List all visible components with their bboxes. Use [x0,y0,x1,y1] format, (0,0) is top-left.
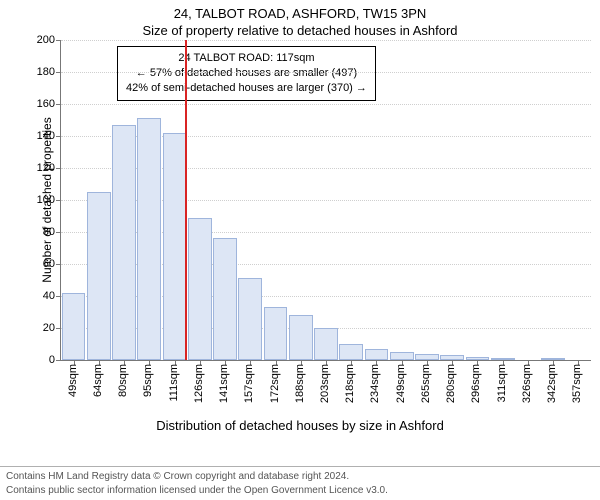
x-tick-label: 80sqm [117,364,129,397]
x-tick-label: 326sqm [521,364,533,403]
y-tick-label: 160 [37,98,61,110]
plot-area: Number of detached properties 24 TALBOT … [60,40,591,361]
x-tick-label: 234sqm [369,364,381,403]
footer: Contains HM Land Registry data © Crown c… [0,466,600,500]
x-tick-label: 249sqm [395,364,407,403]
histogram-bar [137,118,161,360]
page-subtitle: Size of property relative to detached ho… [0,21,600,38]
x-tick-label: 111sqm [168,364,180,402]
footer-line: Contains HM Land Registry data © Crown c… [6,470,594,484]
annotation-line: ← 57% of detached houses are smaller (49… [126,66,367,81]
grid-line [61,40,591,41]
histogram-bar [365,349,389,360]
x-tick-label: 265sqm [420,364,432,403]
x-tick-label: 49sqm [67,364,79,397]
x-tick-label: 126sqm [193,364,205,403]
x-tick-label: 95sqm [142,364,154,397]
y-tick-label: 20 [43,322,61,334]
histogram-bar [62,293,86,360]
x-tick-label: 157sqm [243,364,255,403]
histogram-bar [390,352,414,360]
grid-line [61,72,591,73]
x-tick-label: 141sqm [218,364,230,403]
x-tick-label: 296sqm [470,364,482,403]
histogram-bar [87,192,111,360]
annotation-line: 42% of semi-detached houses are larger (… [126,81,367,96]
y-tick-label: 200 [37,34,61,46]
x-tick-label: 64sqm [92,364,104,397]
x-tick-label: 357sqm [571,364,583,403]
chart-container: Number of detached properties 24 TALBOT … [30,40,590,430]
histogram-bar [264,307,288,360]
y-tick-label: 100 [37,194,61,206]
y-tick-label: 180 [37,66,61,78]
x-tick-label: 188sqm [294,364,306,403]
y-tick-label: 60 [43,258,61,270]
histogram-bar [213,238,237,360]
y-tick-label: 80 [43,226,61,238]
x-tick-label: 203sqm [319,364,331,403]
histogram-bar [314,328,338,360]
x-tick-label: 280sqm [445,364,457,403]
x-tick-label: 311sqm [496,364,508,402]
grid-line [61,104,591,105]
histogram-bar [163,133,187,360]
annotation-line: 24 TALBOT ROAD: 117sqm [126,51,367,66]
y-tick-label: 140 [37,130,61,142]
histogram-bar [289,315,313,360]
histogram-bar [112,125,136,360]
y-tick-label: 120 [37,162,61,174]
histogram-bar [238,278,262,360]
x-tick-label: 172sqm [269,364,281,403]
x-tick-label: 218sqm [344,364,356,403]
y-tick-label: 40 [43,290,61,302]
histogram-bar [188,218,212,360]
footer-line: Contains public sector information licen… [6,484,594,498]
reference-line [185,40,187,360]
page-title: 24, TALBOT ROAD, ASHFORD, TW15 3PN [0,0,600,21]
x-tick-label: 342sqm [546,364,558,403]
annotation-box: 24 TALBOT ROAD: 117sqm ← 57% of detached… [117,46,376,101]
x-axis-label: Distribution of detached houses by size … [0,418,600,433]
histogram-bar [339,344,363,360]
